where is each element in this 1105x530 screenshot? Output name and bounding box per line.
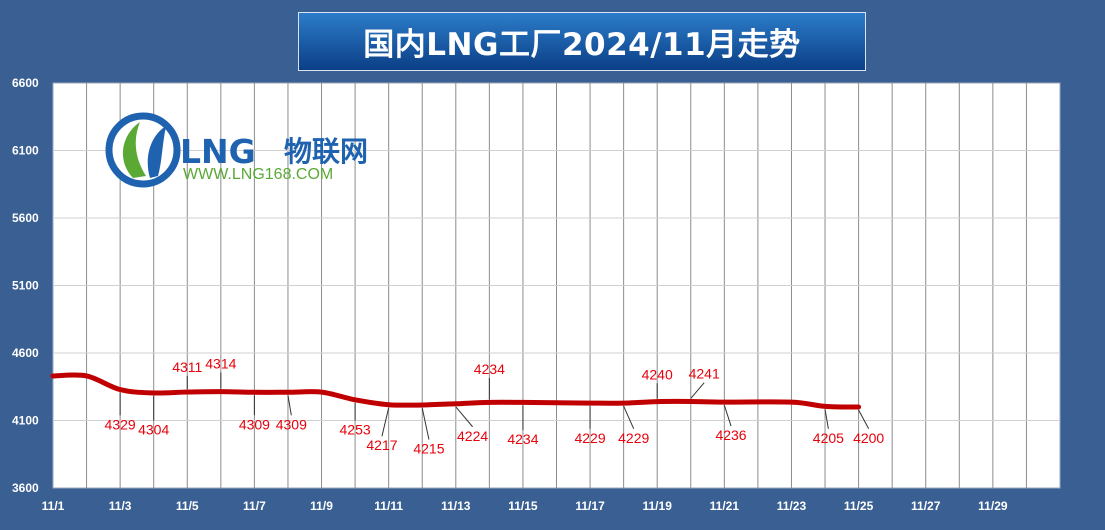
data-label-leader (455, 406, 473, 428)
logo-leaf-green (122, 122, 146, 178)
data-label: 4215 (413, 441, 444, 457)
y-tick-label: 5100 (12, 279, 39, 293)
x-tick-label: 11/27 (911, 499, 941, 513)
data-label: 4234 (507, 431, 538, 447)
data-label-leader (421, 407, 430, 440)
series-line (50, 372, 862, 410)
x-tick-label: 11/13 (441, 499, 471, 513)
data-label-leader (623, 405, 635, 429)
logo-leaf-blue (147, 126, 166, 178)
x-tick-label: 11/1 (42, 499, 65, 513)
data-label: 4314 (205, 356, 236, 372)
x-tick-label: 11/3 (109, 499, 132, 513)
y-tick-label: 4100 (12, 414, 39, 428)
y-tick-label: 6600 (12, 76, 39, 90)
logo-brand-cn: 物联网 (284, 135, 368, 168)
data-label: 4217 (366, 437, 397, 453)
title-banner: 国内LNG工厂2024/11月走势 (298, 12, 866, 71)
x-tick-label: 11/19 (643, 499, 673, 513)
x-tick-label: 11/17 (575, 499, 605, 513)
x-tick-label: 11/11 (374, 499, 403, 513)
data-label-leader (287, 395, 292, 416)
x-tick-label: 11/21 (710, 499, 740, 513)
data-label: 4200 (853, 430, 884, 446)
data-label-leader (723, 404, 732, 427)
x-tick-label: 11/15 (508, 499, 538, 513)
data-label: 4241 (689, 366, 720, 382)
data-label: 4329 (105, 416, 136, 432)
data-label: 4224 (457, 428, 488, 444)
y-tick-label: 3600 (12, 481, 39, 495)
logo-brand-latin: LNG (180, 132, 256, 171)
x-tick-label: 11/9 (310, 499, 333, 513)
y-tick-label: 6100 (12, 144, 39, 158)
data-label: 4234 (474, 361, 505, 377)
data-label: 4304 (138, 422, 169, 438)
x-tick-label: 11/7 (243, 499, 266, 513)
y-tick-label: 5600 (12, 211, 39, 225)
data-label: 4309 (276, 416, 307, 432)
data-label: 4240 (642, 366, 673, 382)
data-label: 4229 (574, 430, 605, 446)
data-label: 4229 (618, 430, 649, 446)
data-label: 4311 (172, 359, 202, 375)
data-label-leader (858, 409, 870, 430)
data-label: 4309 (239, 416, 270, 432)
page-title: 国内LNG工厂2024/11月走势 (363, 27, 801, 63)
y-tick-label: 4600 (12, 346, 39, 360)
data-label: 4205 (813, 430, 844, 446)
x-tick-label: 11/29 (978, 499, 1008, 513)
data-label: 4253 (340, 422, 371, 438)
data-label-leader (690, 382, 705, 399)
x-tick-label: 11/5 (176, 499, 199, 513)
data-label-leader (381, 407, 390, 437)
x-tick-label: 11/25 (844, 499, 874, 513)
data-label: 4236 (715, 427, 746, 443)
x-tick-label: 11/23 (777, 499, 807, 513)
data-label-leader (824, 409, 829, 429)
logo: LNG 物联网 WWW.LNG168.COM (105, 112, 368, 188)
logo-url: WWW.LNG168.COM (183, 166, 333, 183)
